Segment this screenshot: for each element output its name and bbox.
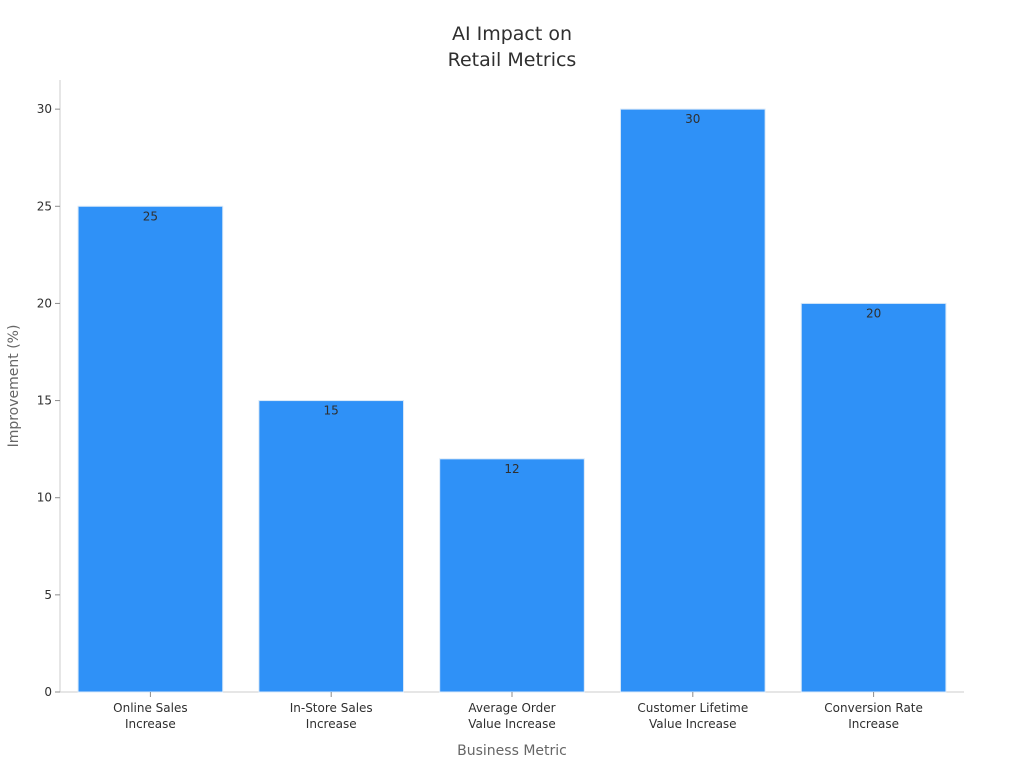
x-tick-label: Conversion Rate <box>824 701 923 715</box>
x-tick-label: Online Sales <box>113 701 187 715</box>
x-tick-label: Increase <box>306 717 357 731</box>
x-tick-label: In-Store Sales <box>290 701 373 715</box>
x-tick-label: Average Order <box>468 701 555 715</box>
bar-0 <box>77 205 224 693</box>
x-axis-title: Business Metric <box>457 743 567 759</box>
y-tick-label: 5 <box>44 588 52 602</box>
x-tick-label: Value Increase <box>649 717 737 731</box>
bar-3 <box>619 108 766 693</box>
chart-title: AI Impact on Retail Metrics <box>448 23 577 71</box>
bar-value-label: 25 <box>143 209 158 223</box>
x-tick-label: Value Increase <box>468 717 556 731</box>
bar-value-label: 12 <box>504 462 519 476</box>
y-axis-title: Improvement (%) <box>6 325 22 448</box>
x-tick-label: Customer Lifetime <box>637 701 748 715</box>
bar-2 <box>439 458 585 693</box>
bar-data-labels: 25 15 12 30 20 <box>143 112 881 476</box>
y-ticks: 0 5 10 15 20 25 30 <box>37 102 60 699</box>
x-tick-label: Increase <box>125 717 176 731</box>
bar-value-label: 20 <box>866 306 881 320</box>
y-tick-label: 20 <box>37 296 52 310</box>
y-tick-label: 10 <box>37 491 52 505</box>
x-tick-label: Increase <box>848 717 899 731</box>
bar-value-label: 30 <box>685 112 700 126</box>
bars <box>77 108 947 693</box>
y-tick-label: 30 <box>37 102 52 116</box>
chart-title-line-2: Retail Metrics <box>448 49 577 71</box>
y-tick-label: 0 <box>44 685 52 699</box>
bar-value-label: 15 <box>324 404 339 418</box>
chart-title-line-1: AI Impact on <box>452 23 572 45</box>
x-ticks: Online Sales Increase In-Store Sales Increa… <box>113 692 923 731</box>
bar-1 <box>258 400 405 693</box>
y-tick-label: 15 <box>37 394 52 408</box>
y-tick-label: 25 <box>37 199 52 213</box>
bar-4 <box>800 302 947 693</box>
